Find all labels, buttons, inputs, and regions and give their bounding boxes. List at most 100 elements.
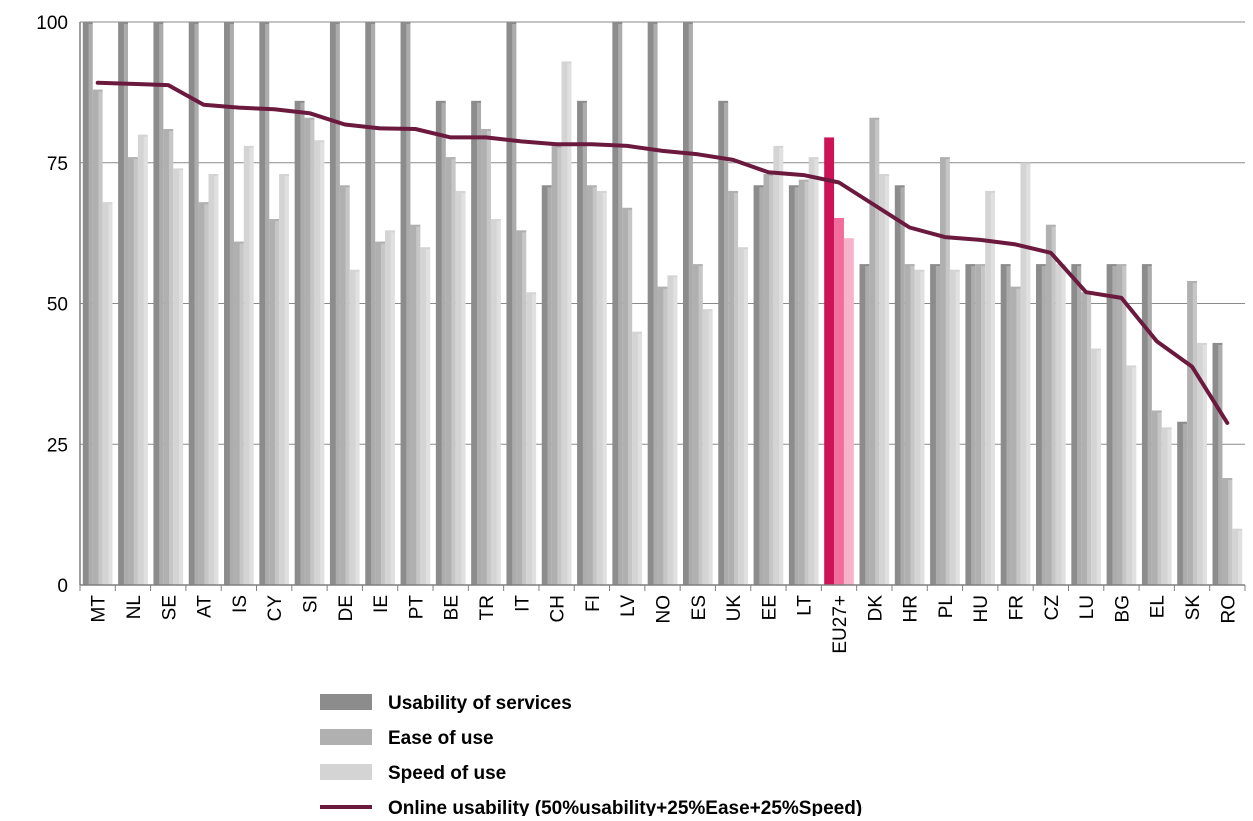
bar-lt-2 bbox=[798, 179, 809, 585]
bar-shade bbox=[320, 142, 325, 586]
bar-de-2 bbox=[339, 185, 350, 585]
bar-uk-3 bbox=[738, 247, 748, 585]
bar-shade bbox=[910, 266, 915, 585]
bar-fr-2 bbox=[1010, 286, 1021, 585]
bar-shade bbox=[1016, 288, 1021, 585]
x-tick-label: AT bbox=[195, 595, 216, 618]
bar-shade bbox=[567, 63, 572, 586]
bar-nl-3 bbox=[137, 134, 148, 585]
bar-shade bbox=[522, 232, 527, 585]
bar-lt-3 bbox=[808, 157, 819, 585]
bar-tr-2 bbox=[481, 128, 491, 585]
bar-shade bbox=[169, 130, 174, 585]
bar-shade bbox=[159, 24, 164, 585]
x-tick-label: ES bbox=[689, 595, 710, 620]
bar-se-1 bbox=[153, 22, 164, 585]
bar-sk-3 bbox=[1196, 342, 1207, 585]
bar-ee-1 bbox=[753, 185, 764, 585]
bar-shade bbox=[1167, 429, 1172, 585]
bar-uk-2 bbox=[728, 190, 739, 585]
bar-shade bbox=[769, 176, 774, 585]
bar-shade bbox=[990, 192, 996, 585]
bar-nl-1 bbox=[118, 22, 129, 585]
bar-shade bbox=[1228, 480, 1233, 585]
bar-nl-2 bbox=[128, 157, 138, 585]
bar-shade bbox=[637, 333, 643, 585]
bar-shade bbox=[1006, 266, 1011, 585]
bar-pl-1 bbox=[930, 264, 940, 585]
bar-es-3 bbox=[702, 309, 713, 585]
bar-dk-3 bbox=[879, 174, 890, 585]
x-tick-label: EE bbox=[759, 595, 780, 620]
bar-hr-2 bbox=[904, 264, 915, 585]
bar-shade bbox=[1157, 412, 1162, 585]
bar-tr-1 bbox=[471, 100, 482, 585]
x-tick-label: PT bbox=[406, 595, 427, 620]
bar-ee-2 bbox=[763, 174, 774, 585]
bar-shade bbox=[461, 192, 466, 585]
bar-is-3 bbox=[243, 145, 254, 586]
bar-shade bbox=[512, 24, 517, 585]
bar-si-3 bbox=[314, 140, 325, 586]
bar-shade bbox=[204, 204, 209, 585]
bar-shade bbox=[390, 232, 395, 585]
x-tick-label: FR bbox=[1007, 595, 1028, 620]
bar-ro-2 bbox=[1222, 478, 1233, 585]
bars bbox=[82, 22, 1243, 586]
x-tick-label: UK bbox=[724, 595, 745, 622]
x-tick-labels: MT NL SE AT IS CY SI DE IE PT BE TR IT CH FI LV NO ES UK EE… bbox=[89, 595, 1240, 654]
bar-be-2 bbox=[445, 157, 456, 585]
bar-cy-1 bbox=[259, 22, 270, 585]
x-tick-label: EU27+ bbox=[830, 595, 851, 654]
bar-shade bbox=[663, 288, 668, 585]
bar-shade bbox=[627, 209, 633, 586]
x-tick-label: NL bbox=[124, 595, 145, 619]
legend-label: Speed of use bbox=[388, 763, 506, 784]
legend-label: Online usability (50%usability+25%Ease+2… bbox=[388, 798, 862, 816]
line-online-usability bbox=[95, 80, 1230, 425]
x-tick-label: LV bbox=[618, 595, 639, 617]
bar-shade bbox=[274, 221, 280, 586]
bar-tr-3 bbox=[490, 219, 501, 586]
bar-shade bbox=[178, 170, 184, 585]
bar-hu-2 bbox=[975, 264, 986, 585]
bar-shade bbox=[265, 24, 270, 585]
bar-sk-2 bbox=[1187, 280, 1197, 585]
bar-shade bbox=[335, 24, 340, 585]
bar-es-2 bbox=[692, 264, 703, 585]
bar-at-1 bbox=[188, 22, 199, 585]
bar-shade bbox=[884, 176, 890, 585]
x-tick-label: DE bbox=[336, 595, 357, 621]
bar-shade bbox=[380, 243, 386, 585]
bar-pl-2 bbox=[939, 157, 950, 585]
legend-label: Usability of services bbox=[388, 693, 572, 714]
x-tick-label: IE bbox=[371, 595, 392, 613]
axes bbox=[79, 22, 1246, 591]
x-tick-label: FI bbox=[583, 595, 604, 612]
x-tick-label: IS bbox=[230, 595, 251, 613]
bar-lu-2 bbox=[1081, 292, 1092, 585]
bar-shade bbox=[955, 271, 960, 585]
bar-ie-1 bbox=[365, 22, 376, 585]
bar-at-3 bbox=[208, 174, 219, 585]
bar-shade bbox=[426, 249, 431, 585]
y-tick-label: 25 bbox=[47, 435, 68, 456]
bar-shade bbox=[971, 266, 976, 585]
bar-shade bbox=[592, 187, 597, 585]
bar-shade bbox=[1218, 344, 1223, 585]
bar-shade bbox=[935, 266, 940, 585]
bar-no-2 bbox=[657, 286, 668, 585]
bar-shade bbox=[451, 159, 456, 585]
bar-shade bbox=[345, 187, 350, 585]
bar-shade bbox=[496, 221, 501, 586]
bar-bg-1 bbox=[1106, 264, 1117, 585]
bar-shade bbox=[865, 266, 870, 585]
bar-sk-1 bbox=[1177, 421, 1188, 585]
bar-it-2 bbox=[516, 230, 527, 585]
x-tick-label: HU bbox=[971, 595, 992, 622]
x-tick-label: TR bbox=[477, 595, 498, 620]
bar-shade bbox=[981, 266, 986, 585]
bar-lt-1 bbox=[788, 185, 799, 585]
bar-el-2 bbox=[1151, 410, 1162, 585]
x-tick-label: CZ bbox=[1042, 595, 1063, 621]
